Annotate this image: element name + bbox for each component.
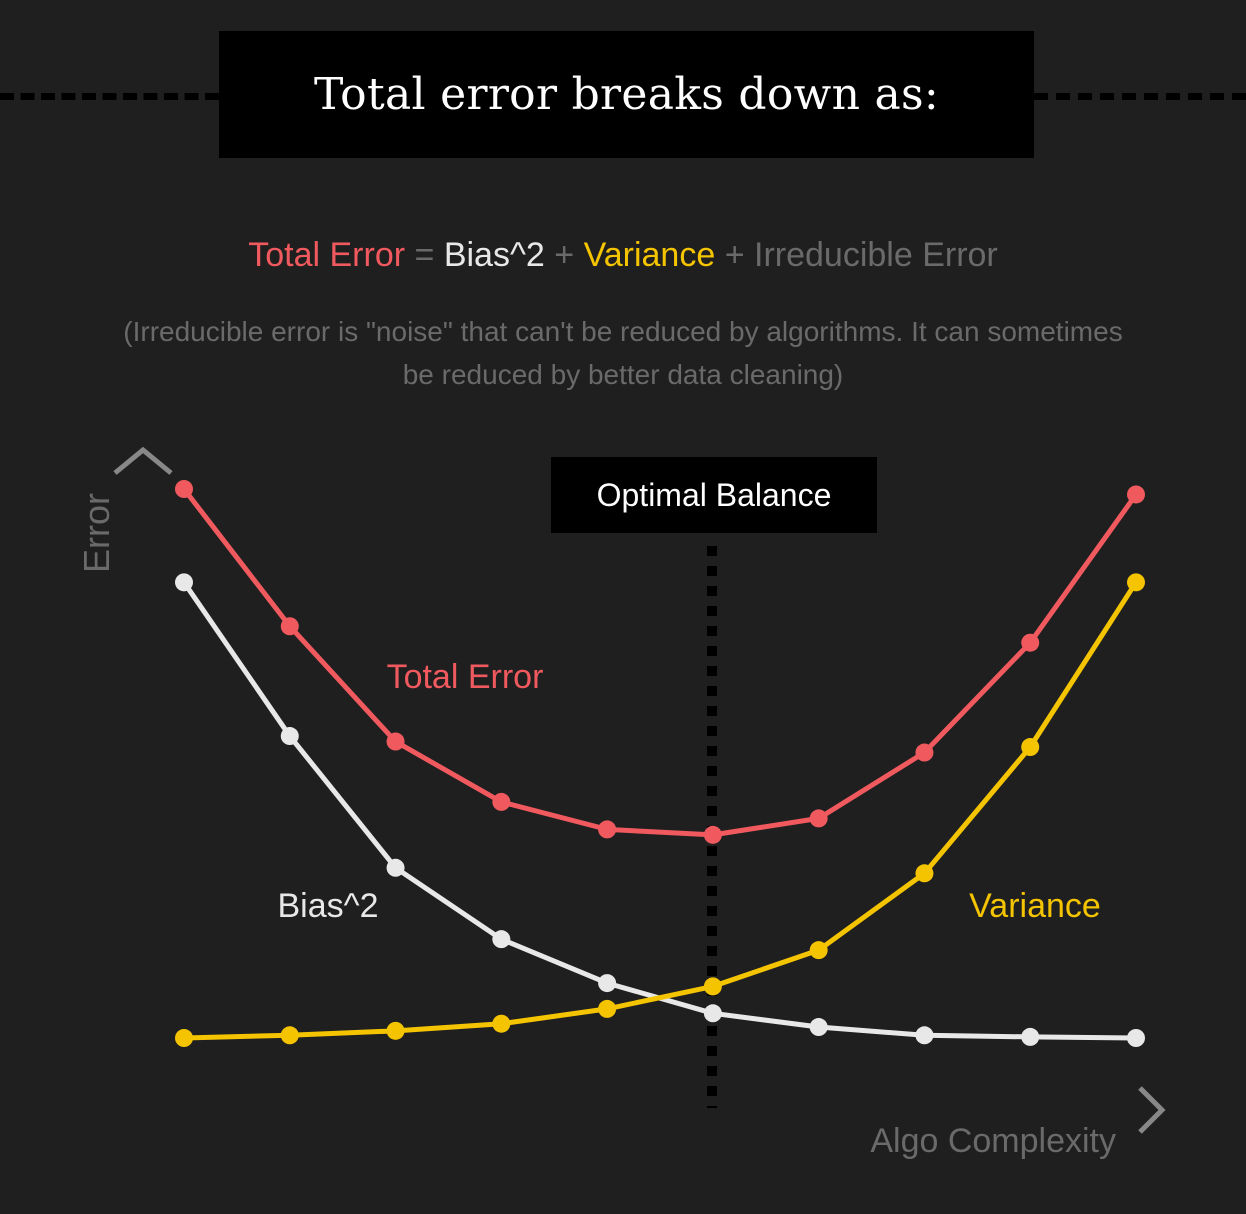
y-axis-label: Error bbox=[76, 493, 117, 573]
data-point-total-error bbox=[809, 809, 828, 828]
data-point-variance bbox=[175, 1029, 193, 1047]
data-point-variance bbox=[492, 1014, 511, 1033]
data-point-variance bbox=[703, 977, 722, 996]
series-label-total-error: Total Error bbox=[387, 658, 544, 696]
data-point-total-error bbox=[280, 617, 299, 636]
data-point-variance bbox=[386, 1021, 405, 1040]
left-dashed-rule bbox=[0, 93, 219, 100]
series-line-variance bbox=[183, 580, 1139, 1041]
series-label-variance: Variance bbox=[969, 887, 1101, 925]
optimal-balance-box: Optimal Balance bbox=[551, 457, 877, 533]
y-axis-arrow-icon bbox=[113, 446, 173, 475]
right-dashed-rule bbox=[1034, 93, 1246, 100]
data-point-bias-2 bbox=[280, 727, 299, 746]
data-point-bias-2 bbox=[809, 1018, 828, 1037]
data-point-total-error bbox=[1127, 485, 1145, 504]
irreducible-note: (Irreducible error is "noise" that can't… bbox=[123, 316, 1123, 390]
formula-variance: Variance bbox=[583, 236, 716, 274]
data-point-total-error bbox=[492, 792, 511, 811]
data-point-variance bbox=[598, 999, 617, 1018]
data-point-variance bbox=[1127, 573, 1145, 592]
data-point-bias-2 bbox=[915, 1026, 934, 1045]
formula-bias: Bias^2 bbox=[443, 236, 545, 274]
formula-plus-2: + bbox=[715, 236, 754, 274]
data-point-bias-2 bbox=[175, 573, 193, 592]
series-layer bbox=[175, 480, 1145, 1047]
data-point-bias-2 bbox=[703, 1004, 722, 1023]
data-point-total-error bbox=[915, 743, 934, 762]
data-point-bias-2 bbox=[598, 974, 617, 993]
data-point-bias-2 bbox=[386, 858, 405, 877]
data-point-bias-2 bbox=[1127, 1029, 1145, 1047]
x-axis-label: Algo Complexity bbox=[870, 1122, 1116, 1160]
error-formula: Total Error = Bias^2 + Variance + Irredu… bbox=[0, 236, 1246, 275]
formula-equals: = bbox=[405, 236, 444, 274]
data-point-variance bbox=[280, 1026, 299, 1045]
data-point-variance bbox=[915, 864, 934, 883]
data-point-total-error bbox=[386, 732, 405, 751]
optimal-balance-label: Optimal Balance bbox=[596, 476, 832, 513]
series-label-bias: Bias^2 bbox=[277, 887, 378, 925]
formula-plus-1: + bbox=[544, 236, 584, 274]
data-point-bias-2 bbox=[1021, 1027, 1040, 1046]
data-point-total-error bbox=[598, 820, 617, 839]
series-line-bias-2 bbox=[181, 580, 1137, 1041]
data-point-total-error bbox=[175, 480, 193, 498]
page-title: Total error breaks down as: bbox=[313, 69, 940, 120]
series-line-total-error bbox=[182, 487, 1139, 838]
x-axis-arrow-icon bbox=[1138, 1086, 1166, 1134]
data-point-variance bbox=[1021, 738, 1040, 757]
data-point-variance bbox=[809, 941, 828, 960]
title-banner: Total error breaks down as: bbox=[219, 31, 1034, 158]
data-point-total-error bbox=[1021, 633, 1040, 652]
formula-total-error: Total Error bbox=[248, 236, 406, 274]
data-point-bias-2 bbox=[492, 930, 511, 949]
formula-irreducible-error: Irreducible Error bbox=[754, 236, 998, 274]
data-point-total-error bbox=[703, 825, 722, 844]
